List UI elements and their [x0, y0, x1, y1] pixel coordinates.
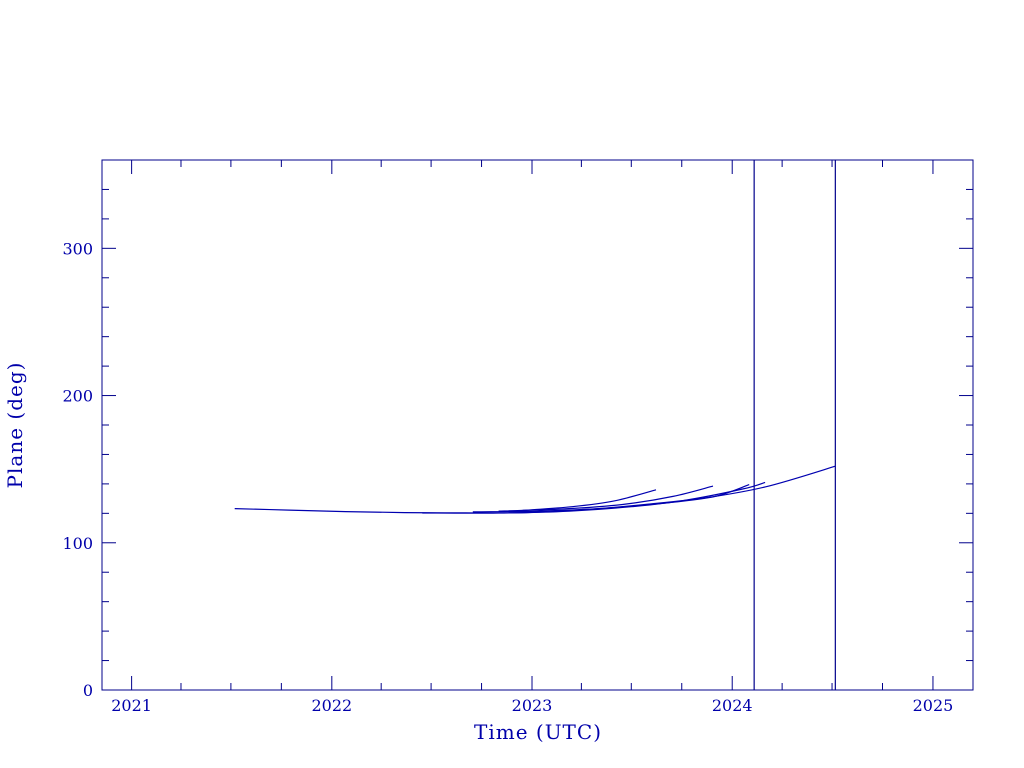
series-lines	[234, 465, 836, 514]
y-tick-label: 100	[62, 534, 93, 553]
vertical-markers	[753, 160, 836, 690]
y-axis-title: Plane (deg)	[3, 362, 27, 489]
series-line-4	[498, 485, 714, 512]
y-tick-label: 200	[62, 387, 93, 406]
y-tick-labels: 0 100 200 300	[62, 239, 93, 700]
plot-frame	[101, 159, 974, 691]
x-tick-label: 2022	[311, 696, 352, 715]
y-tick-label: 300	[62, 239, 93, 258]
x-axis-title: Time (UTC)	[474, 720, 602, 744]
y-tick-label: 0	[83, 681, 93, 700]
x-tick-label: 2024	[712, 696, 753, 715]
tick-marks	[102, 159, 973, 691]
x-tick-labels: 2021 2022 2023 2024 2025	[111, 696, 953, 715]
x-tick-label: 2025	[913, 696, 954, 715]
series-line-1	[234, 465, 836, 514]
series-line-3	[472, 484, 750, 513]
x-tick-label: 2021	[111, 696, 152, 715]
series-line-5	[522, 489, 657, 511]
x-tick-label: 2023	[512, 696, 553, 715]
